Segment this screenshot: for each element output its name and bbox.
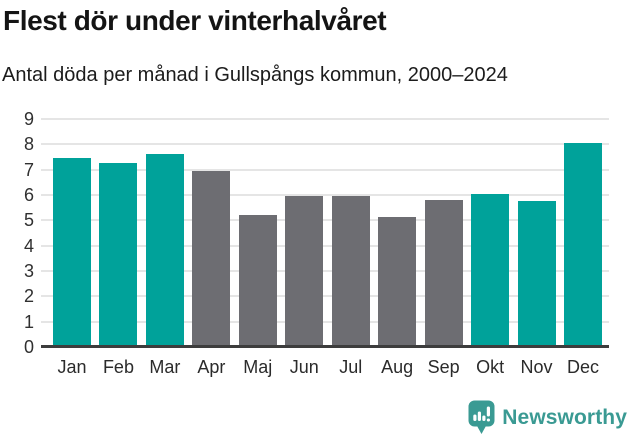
x-axis: Jan Feb Mar Apr Maj Jun Jul Aug Sep Okt Nov Dec xyxy=(41,357,609,378)
bar-mar xyxy=(145,154,184,347)
gridline-3 xyxy=(41,270,609,273)
y-axis-tick-label-1: 1 xyxy=(23,311,34,332)
newsworthy-logo: Newsworthy xyxy=(468,400,627,436)
chart-title: Flest dör under vinterhalvåret xyxy=(3,5,387,36)
x-axis-tick-label-nov: Nov xyxy=(520,357,553,377)
bar-okt xyxy=(471,193,510,347)
gridline-4 xyxy=(41,244,609,247)
x-axis-tick-label-okt: Okt xyxy=(476,357,505,377)
gridline-1 xyxy=(41,320,609,323)
bars-layer xyxy=(41,119,609,347)
bar-jan xyxy=(53,158,91,347)
x-axis-tick-label-jan: Jan xyxy=(57,357,87,377)
y-axis-tick-label-4: 4 xyxy=(23,235,34,256)
newsworthy-logo-text: Newsworthy xyxy=(502,406,627,429)
bar-maj xyxy=(238,215,277,347)
gridline-2 xyxy=(41,295,609,298)
y-axis-tick-label-6: 6 xyxy=(23,185,34,206)
y-axis-tick-label-3: 3 xyxy=(23,261,34,282)
bar-dec xyxy=(563,143,602,347)
chart-subtitle: Antal döda per månad i Gullspångs kommun… xyxy=(2,64,508,86)
plot-area xyxy=(41,118,609,348)
bar-jul xyxy=(331,196,370,347)
gridline-8 xyxy=(41,143,609,146)
y-axis-tick-label-2: 2 xyxy=(23,286,34,307)
x-axis-line xyxy=(41,345,609,348)
x-axis-tick-label-mar: Mar xyxy=(149,357,181,377)
bar-aug xyxy=(378,216,417,347)
bar-sep xyxy=(424,200,463,347)
bar-jun xyxy=(285,196,324,347)
y-axis-tick-label-9: 9 xyxy=(23,109,34,129)
x-axis-tick-label-aug: Aug xyxy=(381,357,414,377)
bar-feb xyxy=(99,163,138,347)
gridline-5 xyxy=(41,219,609,222)
y-axis-tick-label-8: 8 xyxy=(23,134,34,155)
y-axis-tick-label-7: 7 xyxy=(23,159,34,180)
x-axis-tick-label-maj: Maj xyxy=(243,357,273,377)
newsworthy-logo-icon xyxy=(468,400,495,436)
x-axis-tick-label-dec: Dec xyxy=(566,357,599,377)
gridline-9 xyxy=(41,118,609,120)
bar-apr xyxy=(192,170,231,347)
x-axis-tick-label-jun: Jun xyxy=(289,357,319,377)
gridline-6 xyxy=(41,194,609,197)
x-axis-tick-label-feb: Feb xyxy=(102,357,134,377)
x-axis-tick-label-sep: Sep xyxy=(427,357,460,377)
gridline-7 xyxy=(41,168,609,171)
bar-nov xyxy=(517,201,556,347)
y-axis: 0 1 2 3 4 5 6 7 8 9 xyxy=(0,109,34,357)
y-axis-tick-label-0: 0 xyxy=(23,337,34,357)
y-axis-tick-label-5: 5 xyxy=(23,210,34,231)
x-axis-tick-label-jul: Jul xyxy=(339,357,363,377)
x-axis-tick-label-apr: Apr xyxy=(197,357,226,377)
